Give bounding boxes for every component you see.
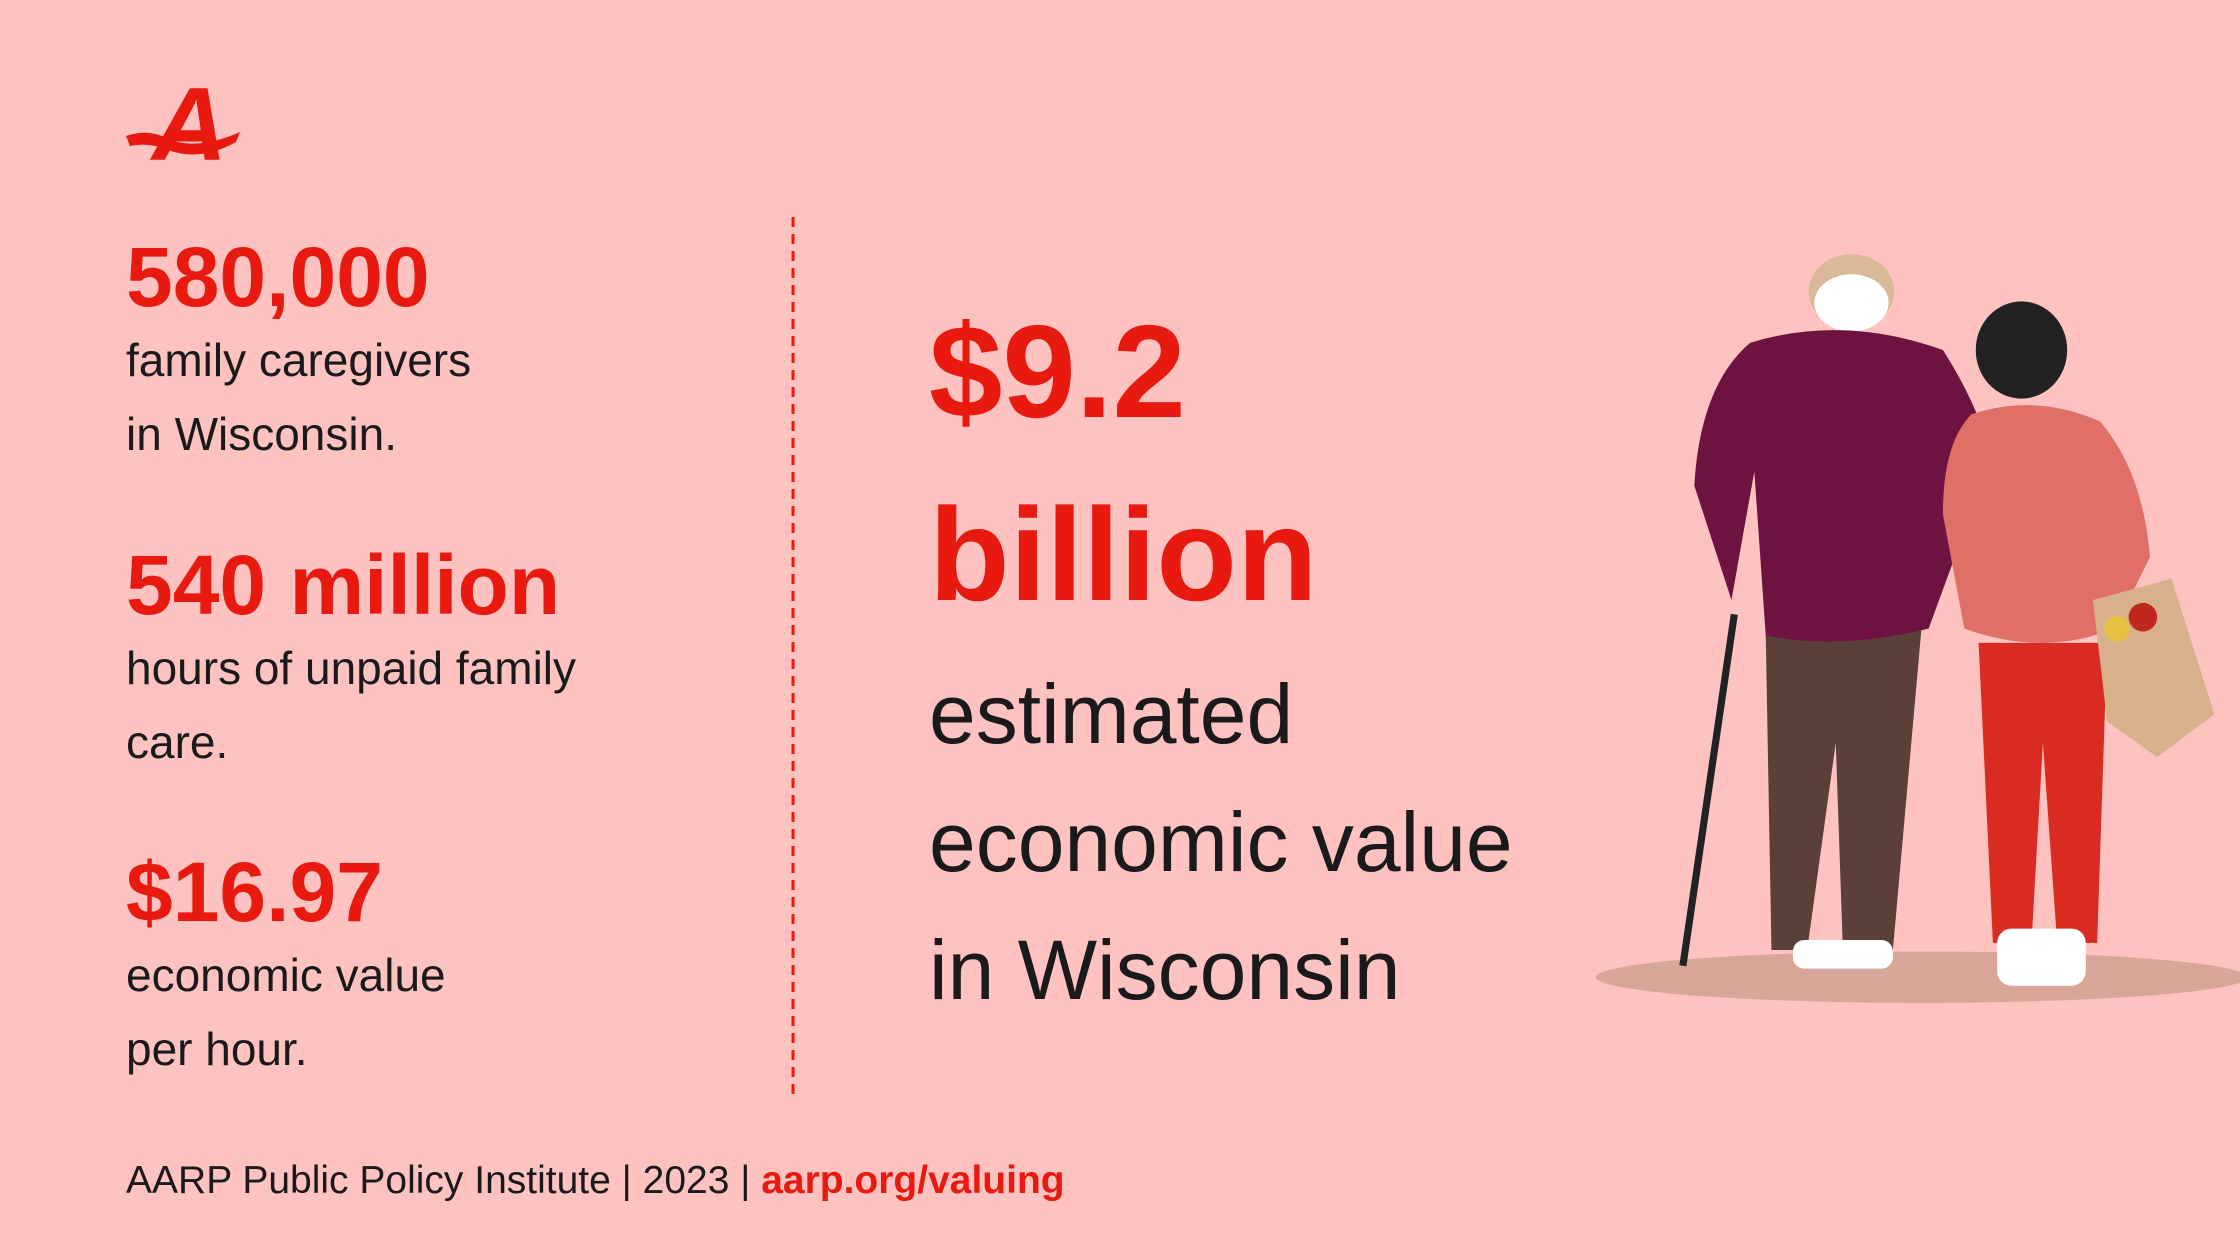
logo-letter: A [149, 67, 227, 183]
man-hair [1814, 274, 1889, 332]
lemon [2104, 615, 2131, 642]
apple [2128, 602, 2158, 632]
footer-source: AARP Public Policy Institute | 2023 | [126, 1159, 761, 1202]
logo-swoosh [126, 132, 240, 155]
footer: AARP Public Policy Institute | 2023 | aa… [126, 1159, 1065, 1202]
logo: A [126, 67, 240, 183]
man-trousers [1765, 628, 1922, 951]
man-sweater [1694, 330, 1993, 642]
stat-value: $16.97 [126, 845, 383, 939]
ground-shadow [1595, 951, 2240, 1003]
man-shoes [1792, 940, 1893, 969]
woman-sweater [1942, 405, 2151, 643]
woman-shoes [1997, 928, 2086, 986]
stat-value: 540 million [126, 538, 560, 632]
stat-description: care. [126, 716, 228, 768]
stat-description: in Wisconsin. [126, 408, 397, 460]
stat-value: 580,000 [126, 230, 430, 324]
illustration [1595, 254, 2240, 1003]
headline-value: billion [929, 481, 1318, 628]
cane [1679, 613, 1738, 967]
stat-description: per hour. [126, 1023, 308, 1075]
headline-value: $9.2 [929, 298, 1186, 445]
headline-description: economic value [929, 795, 1513, 889]
stat-description: hours of unpaid family [126, 642, 576, 694]
woman-trousers [1978, 642, 2108, 943]
headline-description: in Wisconsin [929, 923, 1400, 1017]
stat-description: economic value [126, 949, 446, 1001]
stat-description: family caregivers [126, 334, 471, 386]
headline-description: estimated [929, 667, 1293, 761]
footer-link: aarp.org/valuing [761, 1159, 1064, 1202]
woman-head [1975, 301, 2068, 399]
